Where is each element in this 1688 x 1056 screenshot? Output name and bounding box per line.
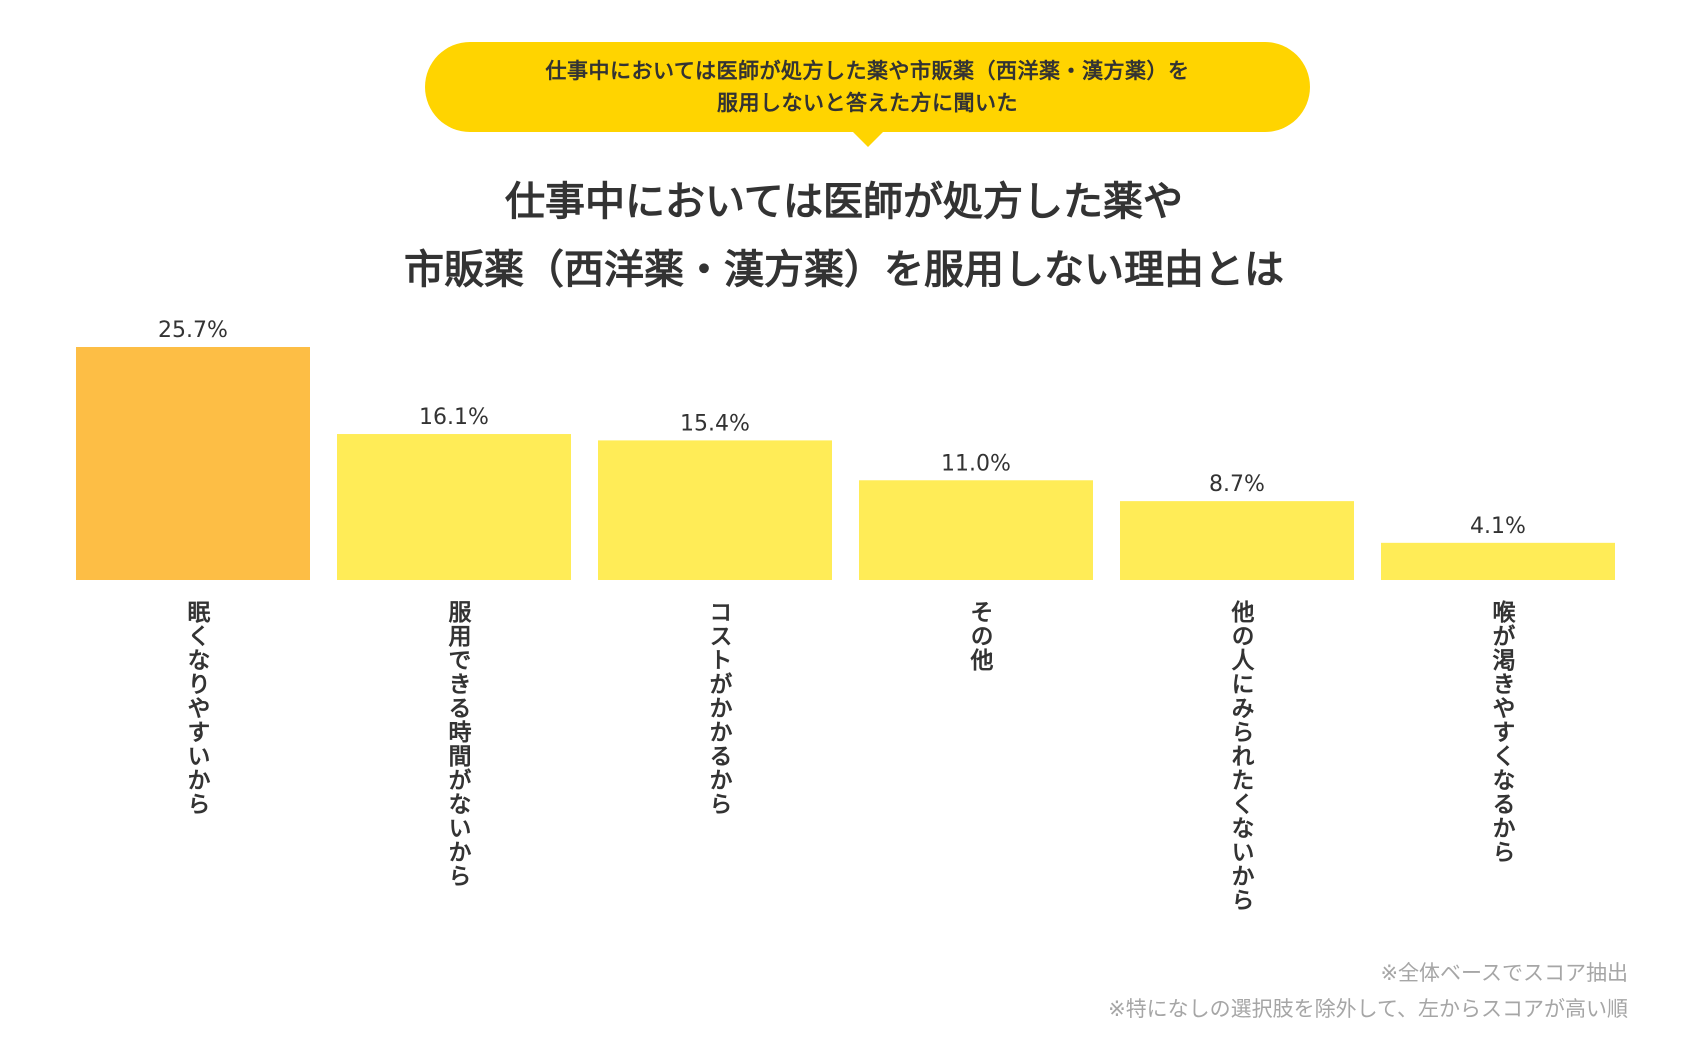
bar-1 <box>76 347 310 580</box>
bar-3 <box>598 440 832 580</box>
bar-5 <box>1120 501 1354 580</box>
footnote-2: ※特になしの選択肢を除外して、左からスコアが高い順 <box>1108 991 1628 1027</box>
category-label-3: コストがかかるから <box>701 600 735 816</box>
bar-value-label-5: 8.7% <box>1209 472 1265 497</box>
bar-value-label-1: 25.7% <box>158 318 228 343</box>
category-label-2: 服用できる時間がないから <box>440 600 474 888</box>
bar-value-label-6: 4.1% <box>1470 514 1526 539</box>
bar-2 <box>337 434 571 580</box>
footnotes: ※全体ベースでスコア抽出 ※特になしの選択肢を除外して、左からスコアが高い順 <box>1108 955 1628 1027</box>
bar-value-label-4: 11.0% <box>941 451 1011 476</box>
category-label-4: その他 <box>962 600 996 672</box>
footnote-1: ※全体ベースでスコア抽出 <box>1108 955 1628 991</box>
category-label-5: 他の人にみられたくないから <box>1223 600 1257 912</box>
bar-value-label-3: 15.4% <box>680 411 750 436</box>
bar-value-label-2: 16.1% <box>419 405 489 430</box>
bar-6 <box>1381 543 1615 580</box>
bar-4 <box>859 480 1093 580</box>
category-label-1: 眠くなりやすいから <box>179 600 213 816</box>
category-label-6: 喉が渇きやすくなるから <box>1484 600 1518 864</box>
